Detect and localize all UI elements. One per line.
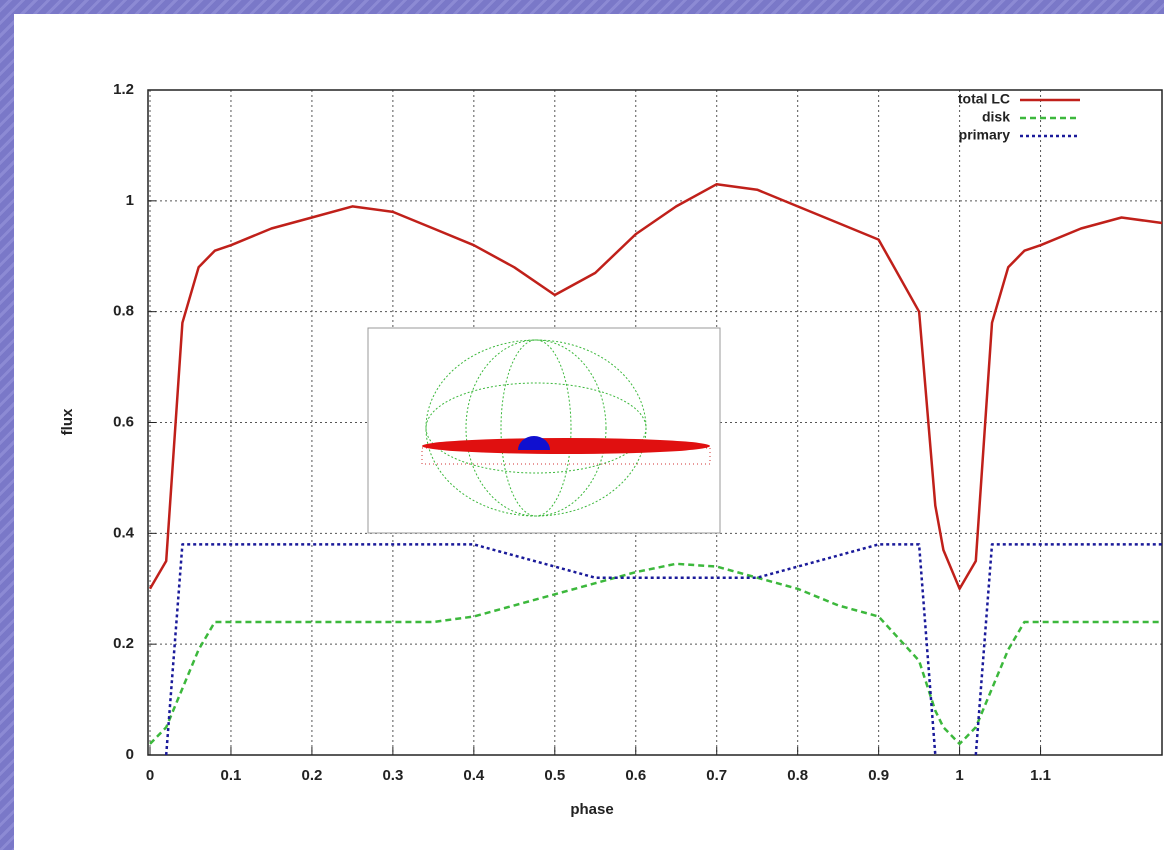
inset-star <box>518 436 550 450</box>
x-tick-label: 1 <box>955 767 963 784</box>
inset-3d-view <box>367 327 721 534</box>
legend-label: disk <box>982 109 1010 125</box>
x-tick-label: 0.5 <box>544 767 565 784</box>
lines <box>148 182 1163 756</box>
series-line <box>149 562 1162 746</box>
y-tick-label: 1.2 <box>113 81 134 98</box>
inset-frame <box>367 327 721 534</box>
x-tick-label: 1.1 <box>1030 767 1051 784</box>
x-tick-label: 0.4 <box>463 767 485 784</box>
legend-label: primary <box>959 127 1011 143</box>
inset-disk <box>422 438 710 454</box>
x-tick-label: 0.8 <box>787 767 808 784</box>
y-tick-label: 0.2 <box>113 635 134 652</box>
y-tick-label: 0.6 <box>113 413 134 430</box>
x-tick-label: 0.7 <box>706 767 727 784</box>
series-line <box>148 182 1163 591</box>
x-tick-label: 0.3 <box>382 767 403 784</box>
x-tick-label: 0.1 <box>221 767 242 784</box>
y-tick-label: 0.4 <box>113 524 135 541</box>
x-tick-label: 0.6 <box>625 767 646 784</box>
y-axis-label: flux <box>59 408 76 435</box>
x-tick-label: 0.2 <box>301 767 322 784</box>
x-tick-label: 0 <box>146 767 154 784</box>
x-tick-label: 0.9 <box>868 767 889 784</box>
inset-sphere <box>500 339 572 517</box>
y-tick-label: 0.8 <box>113 303 134 320</box>
x-axis-label: phase <box>570 801 613 818</box>
series-line <box>164 543 1162 756</box>
y-tick-label: 1 <box>126 192 134 209</box>
inset-sphere <box>425 382 647 474</box>
y-tick-label: 0 <box>126 746 134 763</box>
legend-label: total LC <box>958 91 1010 107</box>
